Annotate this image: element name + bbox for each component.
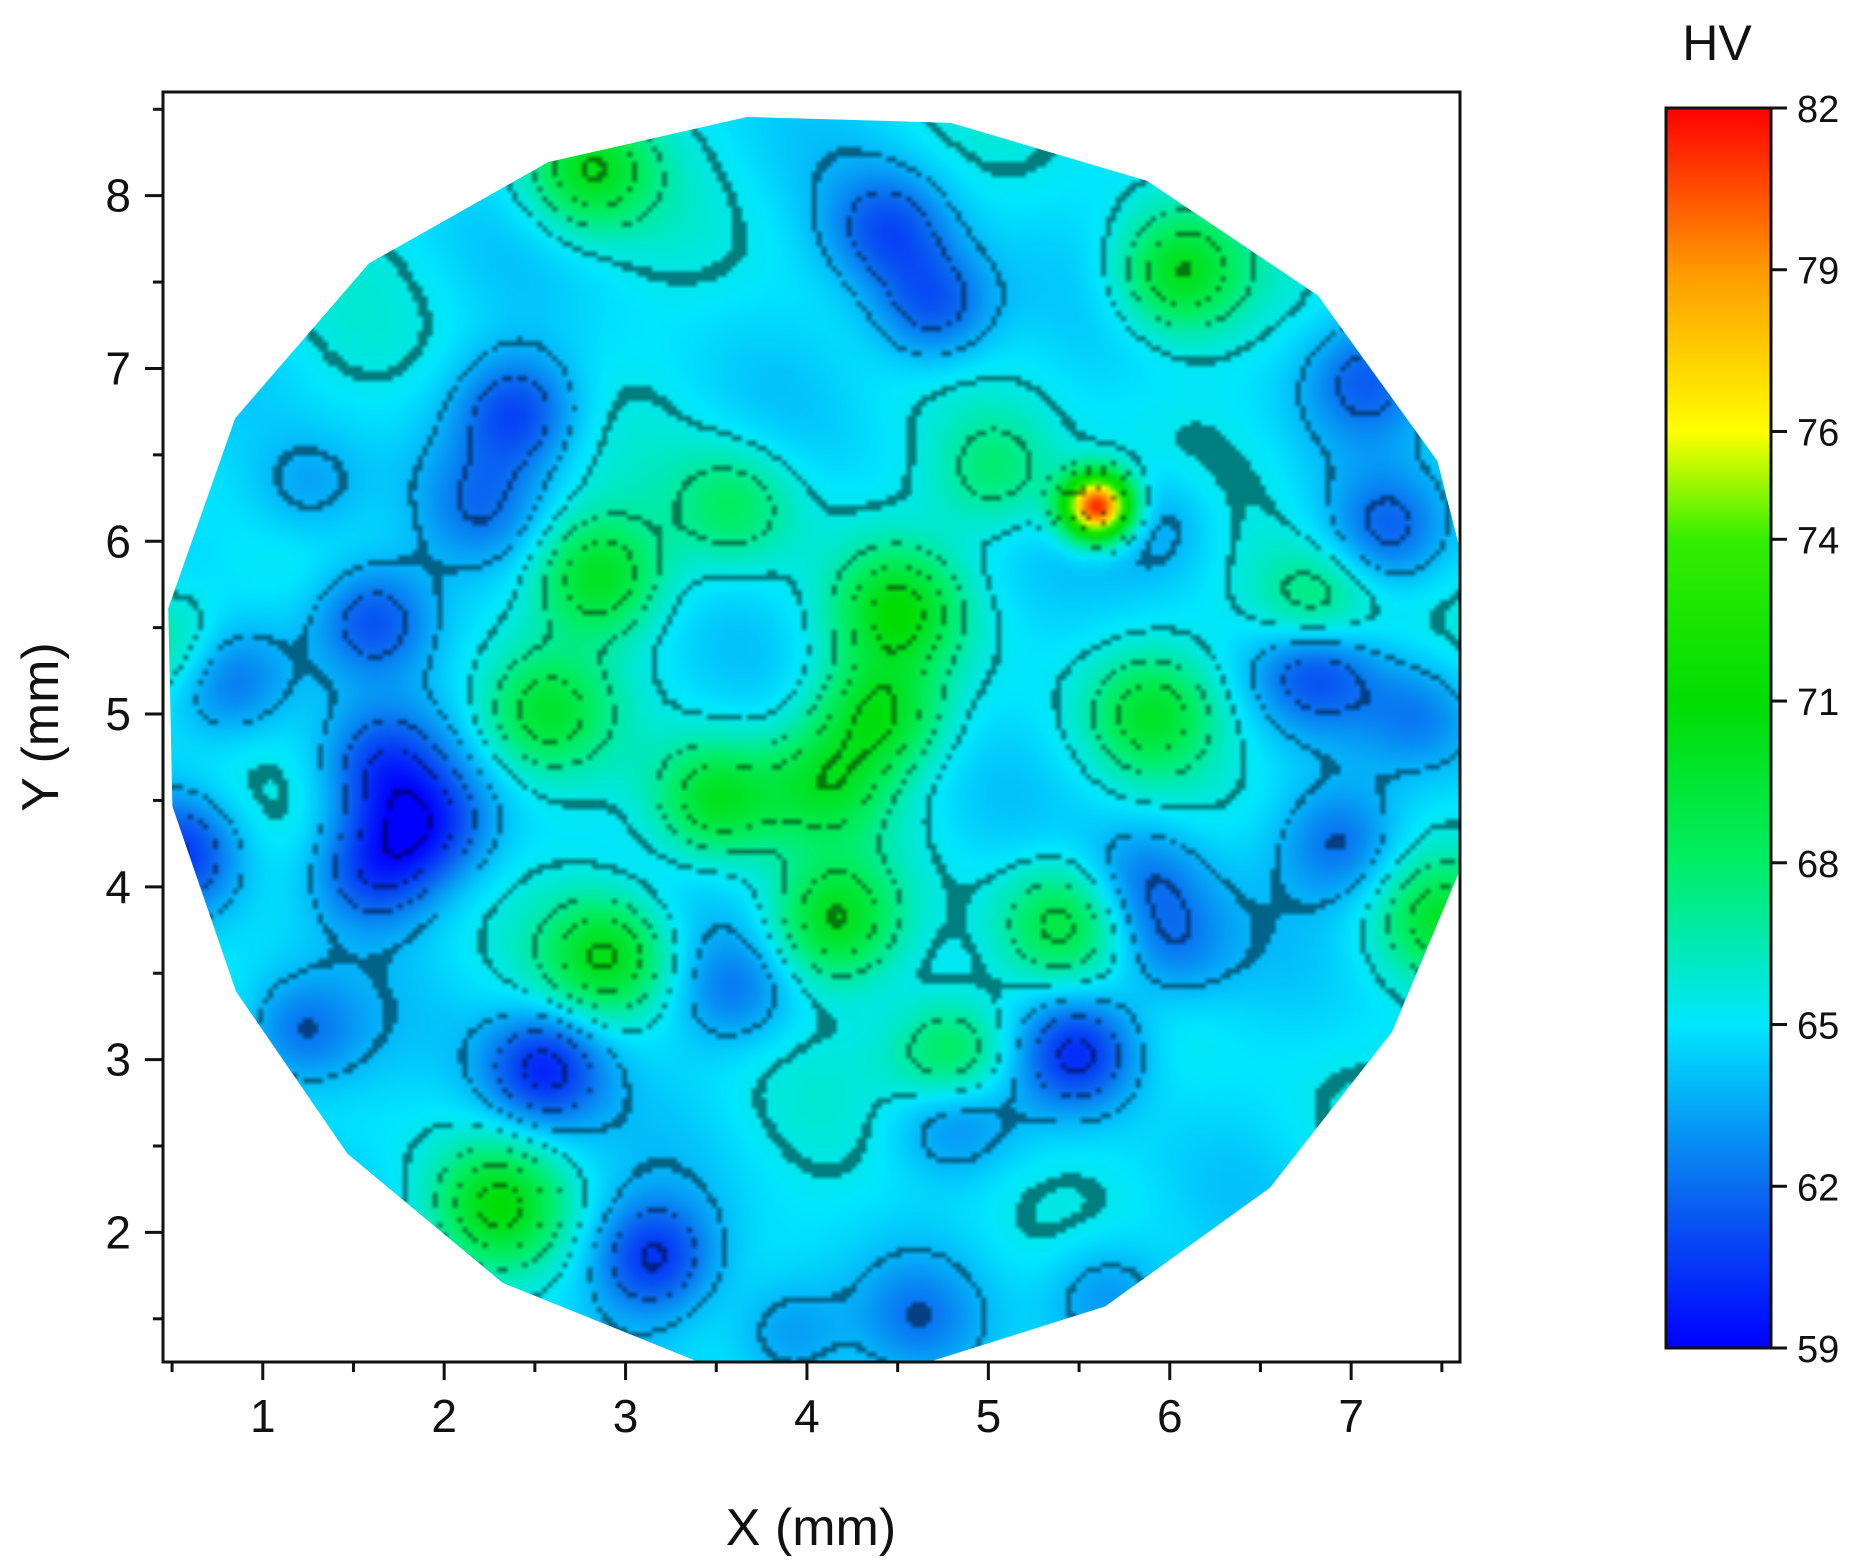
colorbar-title: HV bbox=[1682, 15, 1752, 71]
plot-frame bbox=[161, 90, 1462, 1364]
colorbar-tick-label: 68 bbox=[1797, 844, 1839, 886]
colorbar: 59 62 65 68 71 74 76 79 82 HV bbox=[1664, 15, 1839, 1371]
colorbar-tick-label: 59 bbox=[1797, 1329, 1839, 1371]
x-axis-label: X (mm) bbox=[726, 1499, 896, 1557]
colorbar-tick-label: 79 bbox=[1797, 251, 1839, 293]
x-tick-label: 7 bbox=[1338, 1390, 1364, 1442]
x-axis: 1 2 3 4 5 6 7 bbox=[170, 1362, 1444, 1442]
y-axis: 2 3 4 5 6 7 8 bbox=[105, 107, 163, 1321]
plot-area bbox=[168, 116, 1460, 1362]
y-tick-label: 6 bbox=[105, 515, 131, 567]
colorbar-tick-label: 82 bbox=[1797, 89, 1839, 131]
y-tick-label: 5 bbox=[105, 688, 131, 740]
y-tick-label: 7 bbox=[105, 342, 131, 394]
colorbar-ticks: 59 62 65 68 71 74 76 79 82 bbox=[1771, 89, 1839, 1371]
colorbar-tick-label: 71 bbox=[1797, 682, 1839, 724]
x-tick-label: 3 bbox=[613, 1390, 639, 1442]
colorbar-bar bbox=[1664, 106, 1773, 1350]
y-tick-label: 3 bbox=[105, 1034, 131, 1086]
x-tick-label: 6 bbox=[1157, 1390, 1183, 1442]
y-tick-label: 4 bbox=[105, 861, 131, 913]
x-tick-label: 2 bbox=[431, 1390, 457, 1442]
colorbar-tick-label: 62 bbox=[1797, 1167, 1839, 1209]
colorbar-tick-label: 74 bbox=[1797, 520, 1839, 562]
y-tick-label: 8 bbox=[105, 170, 131, 222]
y-axis-label: Y (mm) bbox=[12, 642, 70, 811]
y-tick-label: 2 bbox=[105, 1206, 131, 1258]
heatmap-surface bbox=[168, 116, 1460, 1362]
x-tick-label: 4 bbox=[794, 1390, 820, 1442]
x-tick-label: 5 bbox=[976, 1390, 1002, 1442]
x-tick-label: 1 bbox=[250, 1390, 276, 1442]
colorbar-tick-label: 65 bbox=[1797, 1006, 1839, 1048]
colorbar-tick-label: 76 bbox=[1797, 412, 1839, 454]
